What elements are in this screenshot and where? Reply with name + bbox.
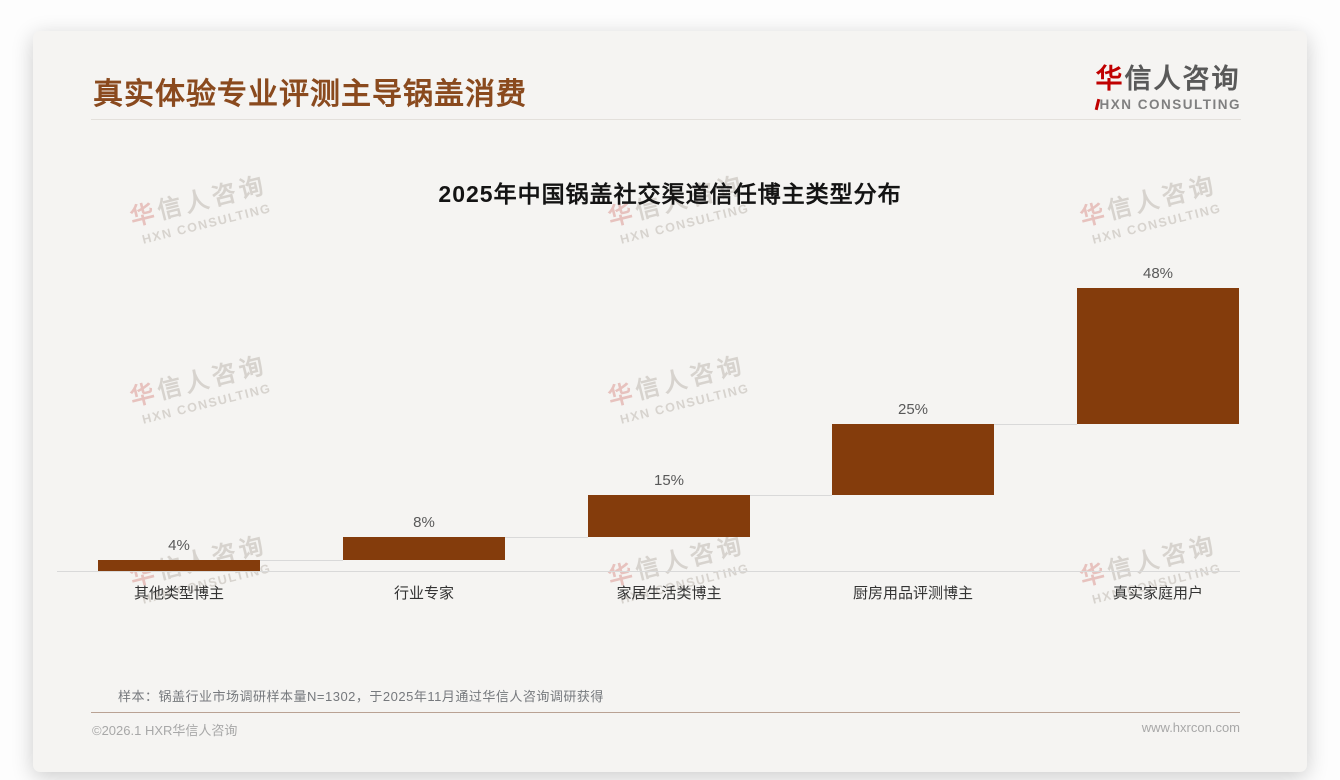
bar-其他类型博主	[98, 560, 260, 571]
category-label: 真实家庭用户	[1112, 585, 1203, 602]
connector-line	[505, 537, 588, 538]
company-logo: 华信人咨询 HXN CONSULTING	[1094, 57, 1242, 112]
page-title: 真实体验专业评测主导锅盖消费	[93, 78, 527, 111]
bar-value-label: 15%	[653, 472, 685, 489]
waterfall-chart: 4% 其他类型博主 8% 行业专家 15% 家居生活类博主 25% 厨房用品评测博主 48% 真实…	[33, 31, 1307, 772]
footer-divider	[91, 712, 1240, 713]
connector-line	[260, 560, 343, 561]
sample-note: 样本：锅盖行业市场调研样本量N=1302，于2025年11月通过华信人咨询调研获…	[118, 689, 604, 704]
category-label: 其他类型博主	[133, 585, 224, 602]
x-axis-line	[57, 571, 1240, 572]
header-divider	[91, 119, 1241, 120]
website-text: www.hxrcon.com	[1141, 720, 1240, 735]
copyright-text: ©2026.1 HXR华信人咨询	[92, 723, 238, 738]
category-label: 家居生活类博主	[616, 585, 722, 602]
slide-card: 华信人咨询 HXN CONSULTING 华信人咨询 HXN CONSULTING 华信…	[33, 31, 1307, 772]
bar-家居生活类博主	[588, 495, 750, 537]
chart-title: 2025年中国锅盖社交渠道信任博主类型分布	[438, 181, 902, 207]
bar-value-label: 4%	[168, 537, 190, 554]
connector-line	[750, 495, 832, 496]
logo-chinese-text: 华信人咨询	[1095, 64, 1241, 94]
bar-厨房用品评测博主	[832, 424, 994, 495]
category-label: 厨房用品评测博主	[852, 585, 973, 602]
bar-value-label: 8%	[413, 514, 435, 531]
bar-value-label: 25%	[897, 401, 929, 418]
connector-line	[994, 424, 1077, 425]
category-label: 行业专家	[393, 585, 454, 602]
bar-真实家庭用户	[1077, 288, 1239, 424]
bar-行业专家	[343, 537, 505, 560]
logo-english-text: HXN CONSULTING	[1094, 97, 1242, 112]
bar-value-label: 48%	[1142, 265, 1174, 282]
